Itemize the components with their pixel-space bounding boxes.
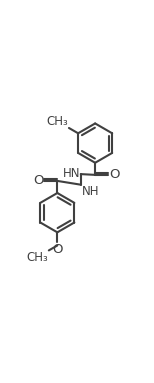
Text: O: O bbox=[52, 243, 63, 256]
Text: HN: HN bbox=[63, 167, 80, 180]
Text: CH₃: CH₃ bbox=[47, 115, 68, 128]
Text: O: O bbox=[33, 174, 44, 187]
Text: NH: NH bbox=[81, 185, 99, 198]
Text: O: O bbox=[109, 169, 119, 182]
Text: CH₃: CH₃ bbox=[27, 251, 48, 264]
